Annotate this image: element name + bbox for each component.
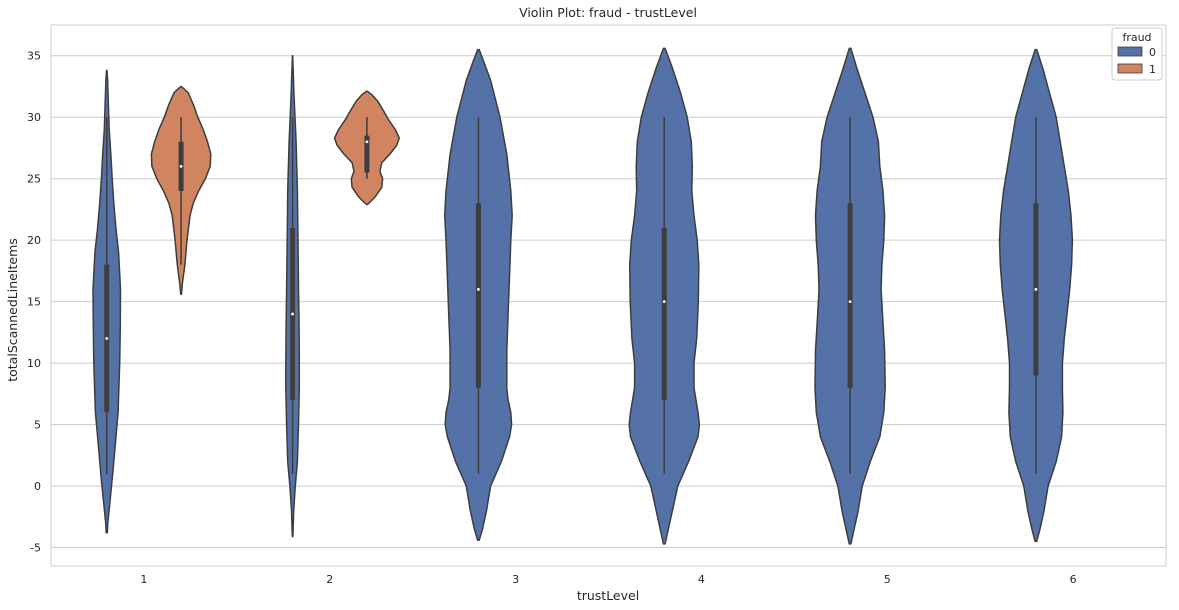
violin-median <box>662 300 666 304</box>
violin-median <box>179 164 183 168</box>
violin-median <box>848 300 852 304</box>
x-tick-label: 6 <box>1070 573 1077 586</box>
y-tick-label: 20 <box>27 234 41 247</box>
x-tick-labels: 1 2 3 4 5 6 <box>140 573 1076 586</box>
x-tick-label: 3 <box>512 573 519 586</box>
y-tick-labels: -5 0 5 10 15 20 25 30 35 <box>27 50 41 555</box>
legend-swatch-0 <box>1117 46 1143 57</box>
chart-title: Violin Plot: fraud - trustLevel <box>519 5 697 20</box>
legend: fraud 0 1 <box>1111 27 1163 81</box>
violin-median <box>1034 287 1038 291</box>
legend-label-0: 0 <box>1149 46 1156 59</box>
x-axis-label: trustLevel <box>577 588 639 603</box>
y-tick-label: 0 <box>34 480 41 493</box>
violin-median <box>105 337 109 340</box>
legend-title: fraud <box>1122 31 1151 44</box>
y-tick-label: 25 <box>27 173 41 186</box>
y-tick-label: 15 <box>27 296 41 309</box>
x-tick-label: 5 <box>884 573 891 586</box>
plot-frame <box>50 24 1167 567</box>
x-tick-label: 2 <box>326 573 333 586</box>
violins <box>92 47 1074 545</box>
violin-median <box>477 287 480 291</box>
y-tick-label: 5 <box>34 419 41 432</box>
grid-lines <box>51 55 1166 549</box>
y-tick-label: 35 <box>27 50 41 63</box>
legend-label-1: 1 <box>1149 63 1156 76</box>
y-axis-label: totalScannedLineItems <box>5 238 20 382</box>
x-tick-label: 1 <box>140 573 147 586</box>
violin-median <box>291 312 294 316</box>
legend-swatch-1 <box>1117 63 1143 74</box>
y-tick-label: 30 <box>27 111 41 124</box>
y-tick-label: 10 <box>27 357 41 370</box>
x-tick-label: 4 <box>698 573 705 586</box>
y-tick-label: -5 <box>30 542 41 555</box>
violin-median <box>365 140 369 144</box>
